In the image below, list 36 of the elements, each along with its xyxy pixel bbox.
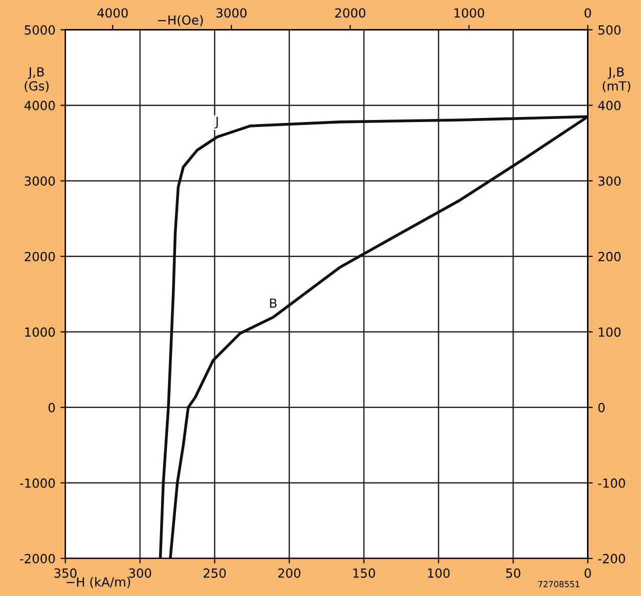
text: 72708551 [538, 580, 580, 588]
x2-tick-label: 4000 [97, 8, 128, 18]
y-tick-label: -2000 [20, 554, 55, 564]
x-tick-label: 200 [278, 568, 300, 578]
x2-axis-title: −H(Oe) [158, 15, 203, 26]
y-tick-label: 0 [48, 402, 55, 412]
y2-tick-label: 400 [598, 100, 621, 110]
y-tick-label: 4000 [24, 100, 55, 110]
x-axis-title: −H (kA/m) [66, 576, 130, 588]
series-label: B [270, 298, 277, 308]
x-tick-label: 350 [54, 568, 76, 578]
x-tick-label: 300 [129, 568, 152, 578]
x2-tick-label: 0 [584, 8, 591, 18]
y-tick-label: 2000 [24, 252, 55, 262]
y2-tick-label: -200 [598, 554, 626, 564]
series-label: J [214, 116, 218, 129]
y-tick-label: 1000 [25, 327, 55, 337]
y2-axis-title: J,B (mT) [602, 67, 630, 92]
x-tick-label: 100 [428, 568, 450, 578]
x-tick-label: 50 [506, 568, 520, 578]
y-axis-title: J,B (Gs) [24, 67, 49, 92]
y2-tick-label: 300 [598, 176, 621, 186]
y2-tick-label: 100 [598, 327, 621, 337]
y-tick-label: -1000 [20, 478, 55, 488]
y2-tick-label: -100 [598, 478, 626, 488]
y-tick-label: 5000 [24, 25, 55, 35]
y-tick-label: 3000 [24, 176, 55, 186]
y2-tick-label: 500 [598, 25, 621, 35]
x2-tick-label: 3000 [216, 8, 247, 18]
y2-tick-label: 200 [598, 252, 621, 262]
x-tick-label: 250 [204, 568, 226, 578]
x2-tick-label: 1000 [454, 8, 484, 18]
y2-tick-label: 0 [598, 402, 605, 412]
x-tick-label: 150 [353, 568, 376, 578]
x-tick-label: 0 [584, 568, 591, 578]
x2-tick-label: 2000 [335, 8, 366, 18]
